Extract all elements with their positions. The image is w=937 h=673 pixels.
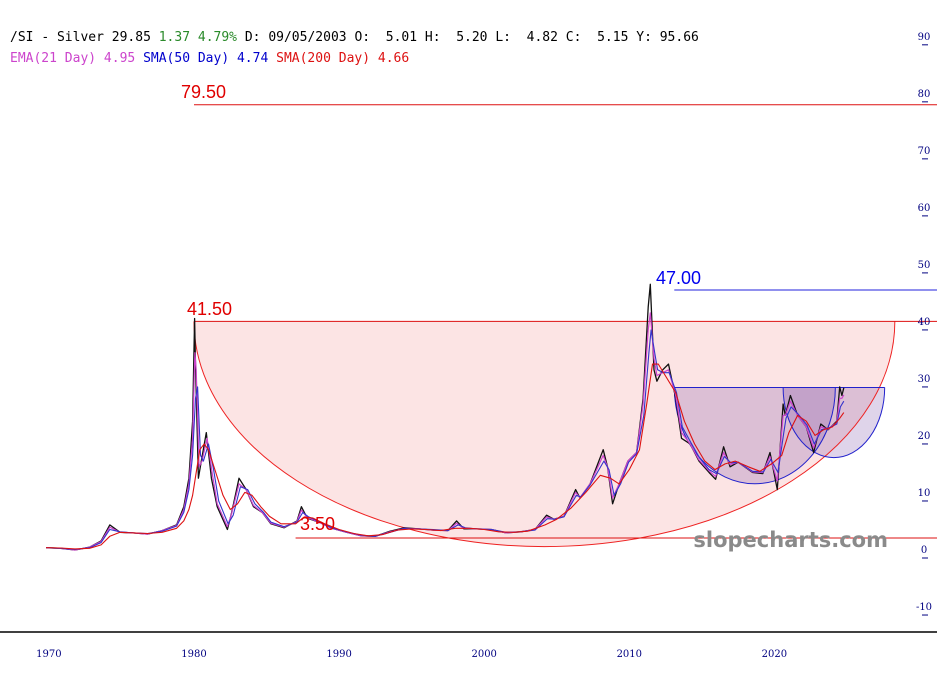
x-tick-label: 1990: [326, 649, 351, 660]
date-value: 09/05/2003: [268, 30, 347, 45]
y-tick-label: 30: [918, 374, 931, 385]
y-label: Y:: [636, 30, 652, 45]
symbol: /SI: [10, 30, 34, 45]
watermark: slopecharts.com: [693, 528, 888, 552]
level-annotations: 79.50 41.50 47.00 3.50: [181, 82, 701, 534]
sma50-label: SMA(50 Day): [143, 51, 230, 66]
x-tick-label: 1980: [181, 649, 206, 660]
price-change-percent: 4.79%: [197, 30, 238, 45]
inner-cup-right-arc: [782, 387, 886, 459]
y-tick-label: 90: [918, 32, 931, 43]
y-tick-label: 0: [921, 545, 927, 556]
y-tick-label: 60: [918, 203, 931, 214]
y-value: 95.66: [659, 30, 699, 45]
ema-label: EMA(21 Day): [10, 51, 97, 66]
low-label: L:: [495, 30, 511, 45]
y-tick-label: 80: [918, 89, 931, 100]
pattern-fills: [194, 321, 895, 547]
symbol-separator: -: [41, 30, 50, 45]
inner-cup-right-fill: [783, 387, 885, 458]
annotation-4150: 41.50: [187, 299, 232, 319]
open-label: O:: [354, 30, 371, 45]
close-value: 5.15: [597, 30, 629, 45]
sma200-line: [45, 363, 845, 550]
y-tick-label: 40: [918, 317, 931, 328]
series-lines: [45, 283, 845, 551]
y-axis: -10 0 10 20 30 40 50 60 70 80 90: [916, 32, 932, 616]
inner-cup-left-arc: [673, 387, 836, 485]
sma200-label: SMA(200 Day): [276, 51, 371, 66]
open-value: 5.01: [385, 30, 418, 45]
sma50-value: 4.74: [236, 51, 269, 66]
big-cup-arc: [193, 321, 896, 547]
y-tick-label: 70: [918, 146, 931, 157]
x-tick-label: 1970: [36, 649, 61, 660]
price-change: 1.37: [158, 30, 191, 45]
big-cup-fill: [194, 321, 895, 547]
indicator-legend: EMA(21 Day) 4.95 SMA(50 Day) 4.74 SMA(20…: [10, 51, 409, 66]
x-tick-label: 2020: [762, 649, 787, 660]
sma200-value: 4.66: [377, 51, 410, 66]
annotation-350: 3.50: [300, 514, 335, 534]
last-price: 29.85: [111, 30, 151, 45]
high-label: H:: [424, 30, 441, 45]
x-axis: 1970 1980 1990 2000 2010 2020: [36, 649, 787, 660]
low-value: 4.82: [526, 30, 558, 45]
instrument-name: Silver: [56, 30, 104, 45]
annotation-7950: 79.50: [181, 82, 226, 102]
price-header: /SI - Silver 29.85 1.37 4.79% D: 09/05/2…: [10, 30, 699, 45]
annotation-4700: 47.00: [656, 268, 701, 288]
horizontal-levels: [194, 104, 937, 539]
high-value: 5.20: [456, 30, 488, 45]
y-tick-label: 10: [918, 488, 931, 499]
y-tick-label: -10: [916, 602, 932, 613]
y-tick-label: 50: [918, 260, 931, 271]
pattern-arcs: [193, 321, 896, 547]
ema-value: 4.95: [103, 51, 136, 66]
close-label: C:: [565, 30, 582, 45]
date-label: D:: [244, 30, 261, 45]
x-tick-label: 2010: [617, 649, 642, 660]
y-tick-label: 20: [918, 431, 931, 442]
x-tick-label: 2000: [471, 649, 496, 660]
